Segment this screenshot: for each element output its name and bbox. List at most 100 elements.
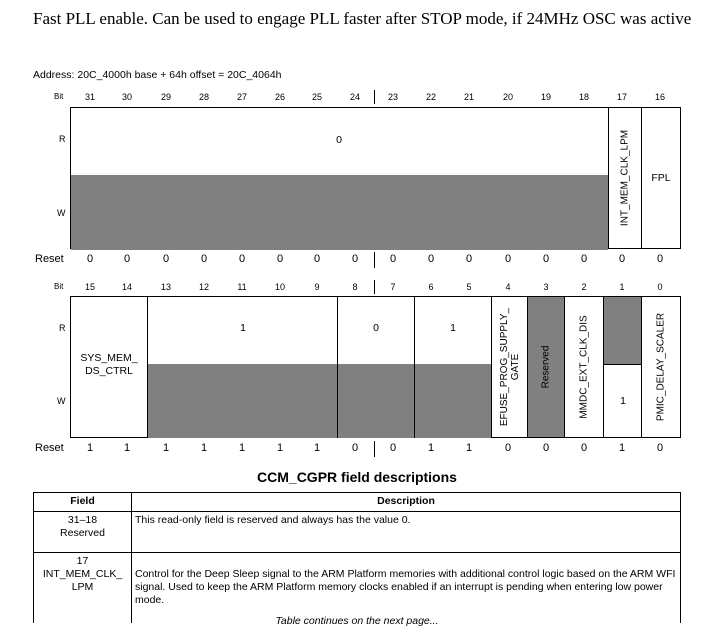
reset-value: 1 <box>162 442 170 454</box>
field-efuse-prog-supply-gate: EFUSE_PROG_SUPPLY_ GATE <box>491 296 528 438</box>
reset-value: 1 <box>123 442 131 454</box>
field-sys-mem-ds-ctrl-label: SYS_MEM_ DS_CTRL <box>80 352 138 377</box>
reset-value: 0 <box>504 442 512 454</box>
bit-number: 18 <box>578 92 589 102</box>
reset-value: 0 <box>351 253 359 265</box>
bit-number: 12 <box>198 282 209 292</box>
reset-value: 1 <box>276 442 284 454</box>
bit-number: 1 <box>619 282 625 292</box>
bit-number: 23 <box>387 92 398 102</box>
upper-reserved-block: 0 <box>70 107 608 250</box>
bit-number: 26 <box>274 92 285 102</box>
table-cell-description: Control for the Deep Sleep signal to the… <box>131 552 681 623</box>
bit-number: 4 <box>505 282 511 292</box>
field-bit-1: 1 <box>603 296 642 438</box>
table-row: 17 INT_MEM_CLK_ LPM Control for the Deep… <box>33 552 681 623</box>
reserved-13-9-fill <box>148 364 337 438</box>
bit-number: 17 <box>616 92 627 102</box>
reset-value: 1 <box>465 442 473 454</box>
reset-value: 1 <box>313 442 321 454</box>
lower-byte-divider <box>374 280 375 294</box>
bit-number: 16 <box>654 92 665 102</box>
upper-read-value: 0 <box>336 134 342 146</box>
reset-value: 1 <box>618 442 626 454</box>
reset-value: 0 <box>351 442 359 454</box>
reset-value: 1 <box>86 442 94 454</box>
lower-reset-label: Reset <box>35 442 64 454</box>
bit-number: 29 <box>160 92 171 102</box>
field-name: Reserved <box>60 527 105 539</box>
bit-row-label-upper: Bit <box>54 92 64 101</box>
field-int-mem-clk-lpm: INT_MEM_CLK_LPM <box>608 107 642 249</box>
reset-value: 0 <box>504 253 512 265</box>
field-reserved-bit-3: Reserved <box>527 296 565 438</box>
reset-value: 0 <box>86 253 94 265</box>
bit-number: 24 <box>349 92 360 102</box>
bit-number: 19 <box>540 92 551 102</box>
bit-number: 21 <box>463 92 474 102</box>
reserved-8-7-read-value: 0 <box>373 322 379 334</box>
table-row: 31–18 Reserved This read-only field is r… <box>33 511 681 553</box>
reserved-6-5-fill <box>415 364 491 438</box>
reset-value: 0 <box>313 253 321 265</box>
bit-number: 15 <box>84 282 95 292</box>
reset-value: 0 <box>618 253 626 265</box>
reset-value: 0 <box>389 253 397 265</box>
bit-number: 3 <box>543 282 549 292</box>
table-cell-description: This read-only field is reserved and alw… <box>131 511 681 553</box>
field-bit-1-write-value: 1 <box>620 395 626 407</box>
reset-value: 0 <box>656 442 664 454</box>
bit-number: 14 <box>121 282 132 292</box>
reset-value: 0 <box>276 253 284 265</box>
field-bits: 17 <box>76 555 89 567</box>
bit-number: 8 <box>352 282 358 292</box>
bit-number: 30 <box>121 92 132 102</box>
field-pmic-delay-scaler-label: PMIC_DELAY_SCALER <box>655 312 667 422</box>
reset-value: 1 <box>427 442 435 454</box>
section-title: CCM_CGPR field descriptions <box>257 469 457 485</box>
reset-value: 0 <box>200 253 208 265</box>
field-pmic-delay-scaler: PMIC_DELAY_SCALER <box>641 296 681 438</box>
field-bits: 31–18 <box>67 514 98 526</box>
bit-number: 7 <box>390 282 396 292</box>
continuation-note: Table continues on the next page... <box>275 615 439 627</box>
bit-number: 22 <box>425 92 436 102</box>
table-cell-field: 17 INT_MEM_CLK_ LPM <box>33 552 132 623</box>
reserved-13-9-read-value: 1 <box>240 322 246 334</box>
reserved-bits-13-9: 1 <box>147 296 338 438</box>
field-bit-1-divider <box>604 364 641 365</box>
reset-value: 0 <box>123 253 131 265</box>
field-fpl: FPL <box>641 107 681 249</box>
upper-reserved-fill <box>71 175 608 250</box>
upper-read-label: R <box>59 134 66 144</box>
reset-value: 1 <box>200 442 208 454</box>
lower-read-label: R <box>59 323 66 333</box>
bit-number: 11 <box>237 282 247 292</box>
upper-reset-divider <box>374 252 375 268</box>
bit-number: 31 <box>84 92 95 102</box>
field-mmdc-ext-clk-dis: MMDC_EXT_CLK_DIS <box>564 296 604 438</box>
field-bit-1-read-fill <box>604 297 641 364</box>
lower-reset-divider <box>374 441 375 457</box>
reset-value: 0 <box>427 253 435 265</box>
bit-number: 6 <box>428 282 434 292</box>
field-int-mem-clk-lpm-label: INT_MEM_CLK_LPM <box>619 129 631 227</box>
reset-value: 0 <box>162 253 170 265</box>
reset-value: 1 <box>238 442 246 454</box>
reset-value: 0 <box>580 253 588 265</box>
bit-number: 5 <box>466 282 472 292</box>
field-name-cont: LPM <box>71 581 94 593</box>
table-header-row: Field Description <box>33 492 681 512</box>
lower-write-label: W <box>57 396 66 406</box>
reset-value: 0 <box>465 253 473 265</box>
reset-value: 0 <box>580 442 588 454</box>
field-mmdc-ext-clk-dis-label: MMDC_EXT_CLK_DIS <box>578 315 590 419</box>
field-fpl-label: FPL <box>651 172 671 184</box>
bit-row-label-lower: Bit <box>54 282 64 291</box>
reset-value: 0 <box>656 253 664 265</box>
reserved-8-7-fill <box>338 364 414 438</box>
field-sys-mem-ds-ctrl: SYS_MEM_ DS_CTRL <box>70 296 148 438</box>
table-cell-field: 31–18 Reserved <box>33 511 132 553</box>
bit-number: 10 <box>274 282 285 292</box>
bit-number: 2 <box>581 282 587 292</box>
